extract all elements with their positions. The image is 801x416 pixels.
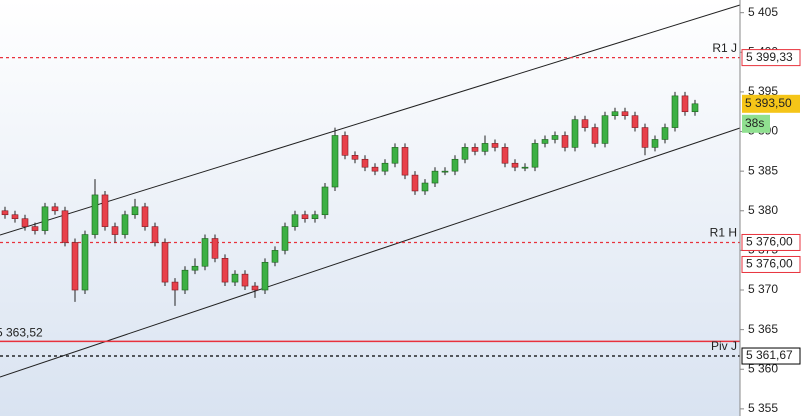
y-tick-label: 5 355	[748, 401, 778, 415]
level-label-box	[741, 233, 801, 251]
candle-body	[111, 226, 119, 235]
candle-body	[471, 147, 479, 152]
candle-body	[1, 210, 9, 216]
candle-body	[421, 182, 429, 192]
candle-body	[661, 127, 669, 140]
candle-body	[561, 135, 569, 148]
level-label: 5 361,67	[746, 348, 793, 362]
candle-body	[181, 269, 189, 291]
y-tick-label: 5 370	[748, 282, 778, 296]
candle-body	[571, 119, 579, 148]
candle-body	[511, 162, 519, 168]
candle-body	[531, 143, 539, 168]
candle-body	[201, 238, 209, 267]
candle-body	[161, 242, 169, 283]
candle-body	[671, 95, 679, 128]
candle-body	[451, 158, 459, 172]
candle-body	[381, 162, 389, 172]
candle-body	[241, 273, 249, 287]
plot-background	[0, 0, 740, 416]
y-tick-label: 5 380	[748, 203, 778, 217]
candle-body	[41, 206, 49, 231]
countdown-label: 38s	[745, 116, 764, 130]
current-price-box	[742, 94, 800, 113]
candle-body	[301, 214, 309, 219]
y-tick-label: 5 360	[748, 361, 778, 375]
candle-body	[61, 210, 69, 243]
candle-body	[521, 166, 529, 169]
candle-body	[271, 250, 279, 263]
candle-body	[311, 214, 319, 219]
y-tick-label: 5 395	[748, 84, 778, 98]
candle-body	[631, 115, 639, 128]
candle-body	[591, 127, 599, 144]
candle-body	[581, 119, 589, 128]
candle-body	[71, 242, 79, 291]
candle-body	[551, 135, 559, 140]
candle-body	[281, 226, 289, 251]
candle-body	[681, 95, 689, 113]
level-label-box	[741, 347, 801, 365]
candle-body	[251, 285, 259, 291]
candle-body	[151, 226, 159, 243]
countdown-box	[742, 114, 770, 133]
candle-body	[121, 214, 129, 235]
candle-body	[391, 147, 399, 164]
level-label: 5 399,33	[746, 50, 793, 64]
candle-body	[411, 174, 419, 192]
y-tick-label: 5 405	[748, 5, 778, 19]
candle-body	[351, 155, 359, 160]
candle-body	[21, 218, 29, 227]
candle-body	[441, 170, 449, 173]
candle-body	[91, 194, 99, 235]
candle-body	[481, 143, 489, 152]
candle-body	[51, 206, 59, 212]
current-price-label: 5 393,50	[745, 96, 792, 110]
y-tick-label: 5 365	[748, 322, 778, 336]
level-label: 5 376,00	[746, 257, 793, 271]
candle-body	[31, 226, 39, 231]
candle-body	[621, 111, 629, 116]
candle-body	[321, 186, 329, 216]
candle-body	[221, 258, 229, 283]
candle-body	[691, 103, 699, 113]
channel-upper	[0, 4, 741, 236]
candle-body	[261, 261, 269, 291]
candle-body	[131, 206, 139, 216]
level-name: R1 H	[710, 226, 737, 240]
candle-body	[171, 281, 179, 291]
level-label-box	[741, 255, 801, 273]
candle-body	[141, 206, 149, 227]
candle-body	[541, 139, 549, 144]
level-label: 5 363,52	[0, 326, 43, 340]
candle-body	[81, 234, 89, 291]
axis-background	[740, 0, 801, 416]
candle-body	[101, 194, 109, 227]
candle-body	[651, 139, 659, 148]
candle-body	[501, 147, 509, 164]
candle-body	[431, 170, 439, 184]
candle-body	[611, 111, 619, 116]
candle-body	[401, 147, 409, 176]
level-label-box	[741, 49, 801, 67]
candle-body	[331, 135, 339, 188]
candle-body	[641, 127, 649, 148]
candle-body	[601, 115, 609, 144]
candle-body	[361, 158, 369, 168]
candle-body	[11, 214, 19, 219]
channel-lower	[0, 127, 741, 378]
y-tick-label: 5 385	[748, 163, 778, 177]
candle-body	[371, 166, 379, 172]
candle-body	[491, 143, 499, 148]
candle-body	[291, 214, 299, 227]
candle-body	[211, 238, 219, 259]
candle-body	[231, 273, 239, 283]
level-name: Piv J	[711, 339, 737, 353]
candle-body	[461, 147, 469, 160]
candle-body	[341, 135, 349, 156]
candle-body	[191, 265, 199, 271]
level-name: R1 J	[712, 41, 737, 55]
level-label: 5 376,00	[746, 235, 793, 249]
